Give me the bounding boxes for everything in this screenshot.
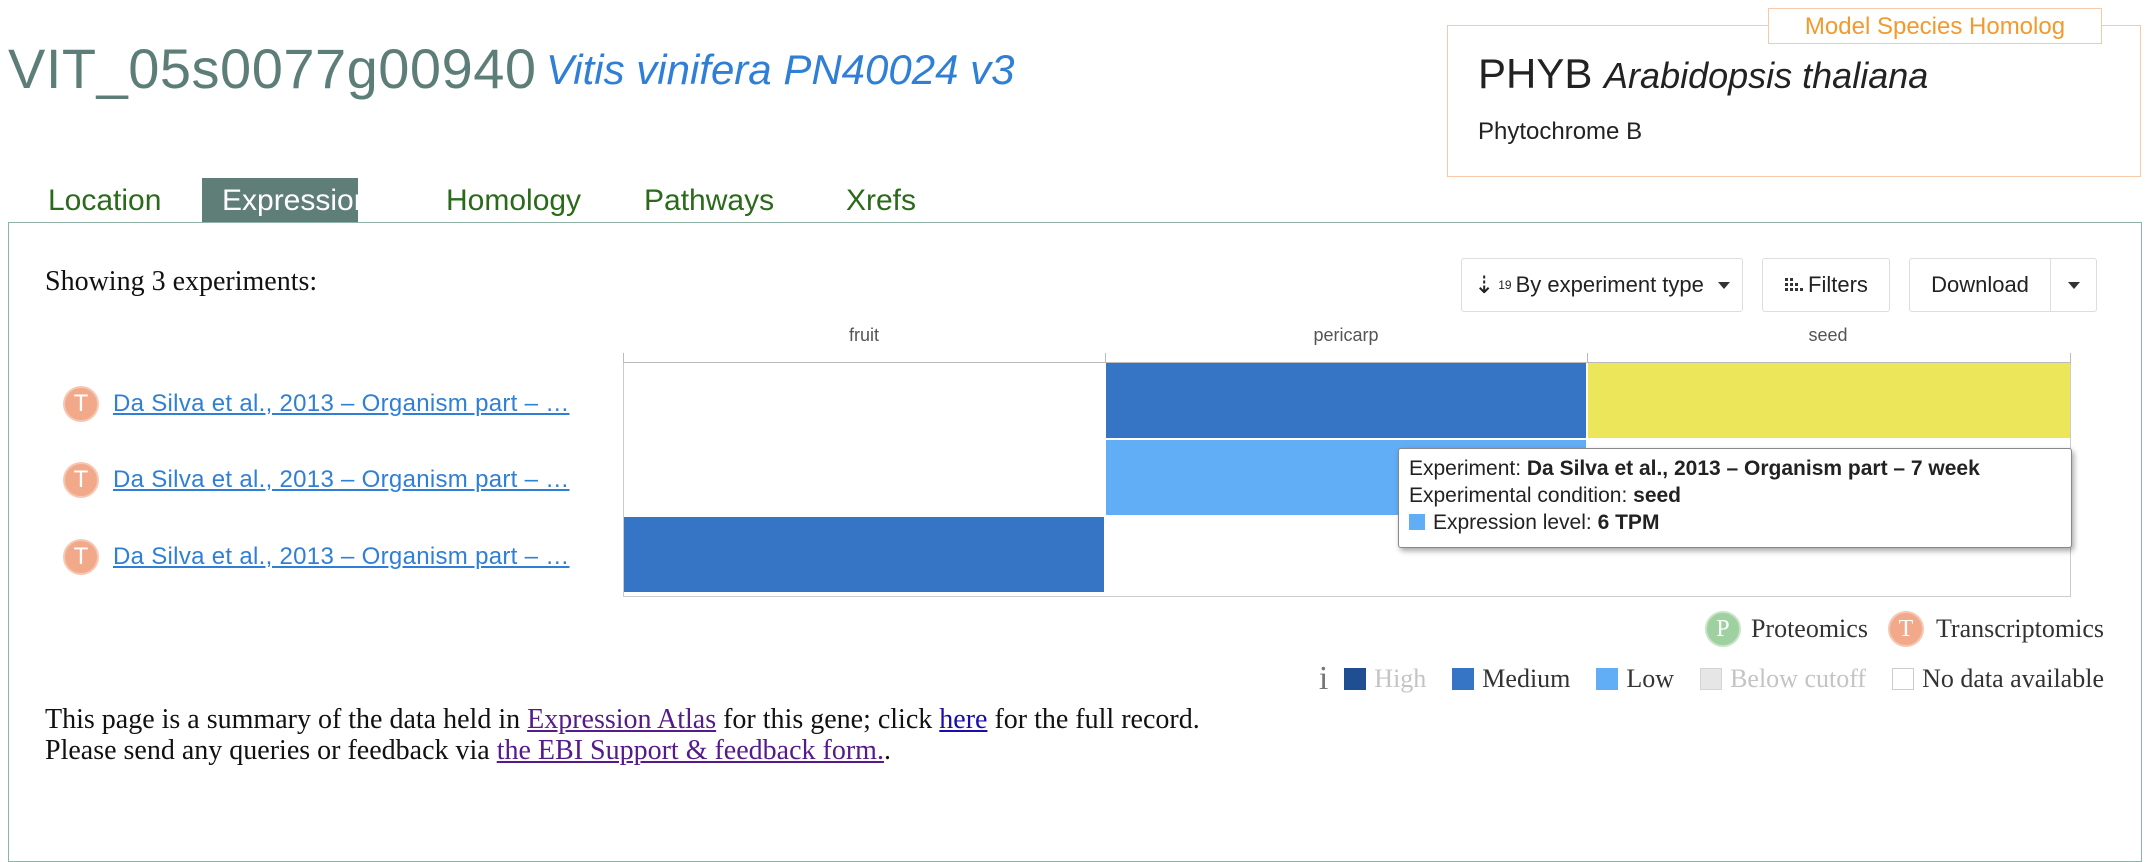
sort-label: By experiment type <box>1515 272 1704 297</box>
tooltip-experiment-label: Experiment: <box>1409 457 1522 480</box>
footer-text: for this gene; click <box>716 704 940 735</box>
tooltip-condition-label: Experimental condition: <box>1409 484 1628 507</box>
experiment-type-legend: P Proteomics T Transcriptomics <box>1704 611 2104 647</box>
transcriptomics-badge-icon: T <box>1887 611 1924 647</box>
homolog-panel <box>1447 25 2141 177</box>
download-label: Download <box>1931 272 2029 297</box>
experiment-link[interactable]: Da Silva et al., 2013 – Organism part – … <box>113 390 570 417</box>
legend-high-label: High <box>1374 664 1427 693</box>
tooltip-level-label: Expression level: <box>1433 511 1592 534</box>
heatmap-axis-line <box>623 362 2071 363</box>
footer-text: Please send any queries or feedback via <box>45 735 497 766</box>
footer-line-2: Please send any queries or feedback via … <box>45 735 1200 766</box>
legend-no-data-label: No data available <box>1922 664 2104 693</box>
feedback-form-link[interactable]: the EBI Support & feedback form. <box>496 735 884 766</box>
gene-id-title: VIT_05s0077g00940 <box>8 37 537 100</box>
axis-tick <box>2070 353 2071 362</box>
heatmap-row-label: T Da Silva et al., 2013 – Organism part … <box>63 384 570 424</box>
legend-no-data: No data available <box>1892 664 2104 694</box>
chevron-down-icon <box>1717 281 1730 289</box>
medium-swatch-icon <box>1452 668 1475 690</box>
homolog-symbol: PHYB <box>1478 50 1593 97</box>
axis-tick <box>1105 353 1106 362</box>
experiment-link[interactable]: Da Silva et al., 2013 – Organism part – … <box>113 543 570 570</box>
legend-low-label: Low <box>1626 664 1675 693</box>
no-data-swatch-icon <box>1892 668 1915 690</box>
download-options-toggle[interactable] <box>2050 258 2097 312</box>
filters-label: Filters <box>1808 272 1868 297</box>
heatmap-cell-selected[interactable] <box>1588 363 2070 438</box>
axis-tick <box>623 353 624 362</box>
proteomics-badge-icon: P <box>1704 611 1741 647</box>
tooltip-condition-value: seed <box>1633 484 1682 507</box>
axis-tick <box>1587 353 1588 362</box>
legend-medium-label: Medium <box>1482 664 1571 693</box>
footer-text: This page is a summary of the data held … <box>45 704 528 735</box>
high-swatch-icon <box>1344 668 1367 690</box>
full-record-link[interactable]: here <box>939 704 988 735</box>
legend-transcriptomics: Transcriptomics <box>1935 614 2104 643</box>
homolog-description: Phytochrome B <box>1478 118 1643 145</box>
chevron-down-icon <box>2067 281 2080 289</box>
legend-below-cutoff: Below cutoff <box>1700 664 1866 694</box>
transcriptomics-badge-icon: T <box>63 539 99 575</box>
low-level-swatch-icon <box>1409 514 1425 530</box>
footer-line-1: This page is a summary of the data held … <box>45 704 1200 735</box>
column-header-seed: seed <box>1808 325 1848 345</box>
filter-bars-icon <box>1785 278 1804 291</box>
legend-low: Low <box>1596 664 1674 694</box>
transcriptomics-badge-icon: T <box>63 462 99 498</box>
filters-button[interactable]: Filters <box>1762 258 1890 312</box>
homolog-species: Arabidopsis thaliana <box>1604 55 1929 96</box>
tooltip-level-value: 6 TPM <box>1597 511 1660 534</box>
homolog-heading: PHYB Arabidopsis thaliana <box>1478 50 1928 98</box>
sort-by-experiment-type-button[interactable]: ⇣ 19 By experiment type <box>1461 258 1743 312</box>
expression-atlas-link[interactable]: Expression Atlas <box>527 704 717 735</box>
legend-high: High <box>1344 664 1426 694</box>
sort-icon: ⇣ <box>1474 271 1495 299</box>
tab-expression[interactable]: Expression <box>202 178 370 222</box>
tooltip-condition-line: Experimental condition: seed <box>1409 482 2061 509</box>
tab-pathways[interactable]: Pathways <box>644 184 775 217</box>
legend-medium: Medium <box>1452 664 1570 694</box>
heatmap-cell-medium[interactable] <box>1106 363 1586 438</box>
heatmap-row-label: T Da Silva et al., 2013 – Organism part … <box>63 460 570 500</box>
experiment-count: Showing 3 experiments: <box>45 266 318 297</box>
heatmap-cell-medium[interactable] <box>624 517 1104 592</box>
sort-digits-icon: 19 <box>1498 278 1512 292</box>
footer-text: . <box>883 735 891 766</box>
legend-proteomics: Proteomics <box>1750 614 1868 643</box>
tooltip-experiment-line: Experiment: Da Silva et al., 2013 – Orga… <box>1409 455 2061 482</box>
expression-level-legend: i High Medium Low Below cutoff No data a… <box>1319 660 2104 698</box>
species-name: Vitis vinifera PN40024 v3 <box>546 46 1015 93</box>
homolog-tag: Model Species Homolog <box>1768 8 2102 44</box>
tab-xrefs[interactable]: Xrefs <box>846 184 917 217</box>
download-button[interactable]: Download <box>1909 258 2051 312</box>
legend-below-cutoff-label: Below cutoff <box>1730 664 1867 693</box>
below-cutoff-swatch-icon <box>1700 668 1723 690</box>
heatmap-row-label: T Da Silva et al., 2013 – Organism part … <box>63 537 570 577</box>
tooltip-level-line: Expression level: 6 TPM <box>1409 509 2061 536</box>
low-swatch-icon <box>1596 668 1619 690</box>
summary-footer: This page is a summary of the data held … <box>45 704 1200 766</box>
info-icon[interactable]: i <box>1318 660 1329 697</box>
column-header-fruit: fruit <box>848 325 879 345</box>
cell-tooltip: Experiment: Da Silva et al., 2013 – Orga… <box>1398 448 2072 548</box>
tab-location[interactable]: Location <box>48 184 162 217</box>
tab-homology[interactable]: Homology <box>446 184 582 217</box>
column-header-pericarp: pericarp <box>1313 325 1379 345</box>
transcriptomics-badge-icon: T <box>63 386 99 422</box>
experiment-link[interactable]: Da Silva et al., 2013 – Organism part – … <box>113 466 570 493</box>
footer-text: for the full record. <box>987 704 1200 735</box>
tooltip-experiment-value: Da Silva et al., 2013 – Organism part – … <box>1526 457 1980 480</box>
